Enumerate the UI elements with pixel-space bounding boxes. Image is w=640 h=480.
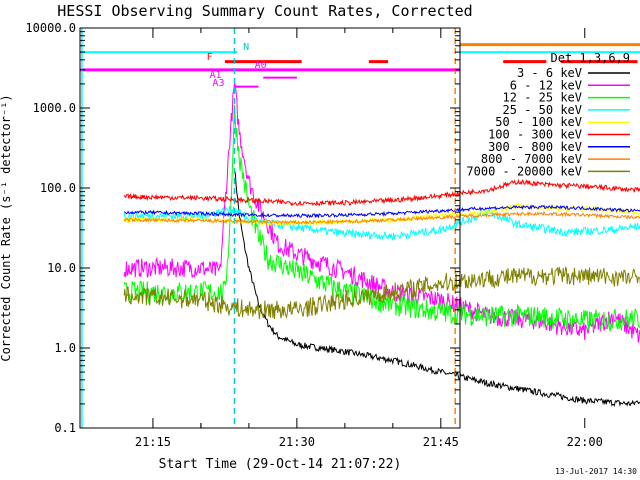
event-annotations: NFA0A1A3S (207, 42, 267, 89)
legend-label: 12 - 25 keV (503, 91, 582, 105)
series-line (123, 265, 640, 320)
y-tick-label: 0.1 (54, 421, 76, 435)
y-tick-label: 100.0 (40, 181, 76, 195)
legend-label: 300 - 800 keV (488, 140, 582, 154)
event-label: N (243, 42, 249, 53)
series-line (123, 204, 640, 219)
y-axis-label: Corrected Count Rate (s⁻¹ detector⁻¹) (0, 94, 13, 361)
y-tick-label: 1.0 (54, 341, 76, 355)
x-tick-label: 21:45 (423, 435, 459, 449)
legend-title: Det 1,3,6,9 (551, 51, 630, 65)
event-label: F (207, 52, 213, 63)
plot-frame (79, 27, 461, 429)
x-axis-label: Start Time (29-Oct-14 21:07:22) (159, 457, 402, 472)
y-tick-label: 10000.0 (25, 21, 76, 35)
legend-label: 6 - 12 keV (510, 78, 582, 92)
y-axis: 0.1 1.0 10.0 100.0 1000.0 10000.0 (25, 21, 460, 435)
legend-label: 7000 - 20000 keV (466, 164, 582, 178)
series-line (123, 82, 640, 343)
legend-label: 25 - 50 keV (503, 103, 582, 117)
status-bars (80, 43, 640, 88)
y-tick-label: 10.0 (47, 261, 76, 275)
x-tick-label: 21:30 (279, 435, 315, 449)
x-tick-label: 22:00 (567, 435, 603, 449)
timestamp: 13-Jul-2017 14:30 (555, 467, 637, 476)
chart-title: HESSI Observing Summary Count Rates, Cor… (57, 2, 472, 20)
series-line (123, 202, 640, 227)
event-vertical-lines (81, 28, 456, 428)
series-line (123, 210, 640, 225)
legend-label: 800 - 7000 keV (481, 152, 582, 166)
series-line (123, 205, 640, 241)
y-tick-label: 1000.0 (33, 101, 76, 115)
legend-label: 50 - 100 keV (495, 115, 582, 129)
event-label: A3 (212, 78, 224, 89)
legend-label: 100 - 300 keV (488, 128, 582, 142)
series-layer (123, 82, 640, 407)
event-label: A0 (255, 60, 267, 71)
event-label: A1 (210, 70, 222, 81)
series-line (234, 170, 640, 407)
legend-label: 3 - 6 keV (517, 66, 582, 80)
series-line (123, 104, 640, 332)
x-tick-label: 21:15 (135, 435, 171, 449)
series-line (123, 178, 640, 207)
